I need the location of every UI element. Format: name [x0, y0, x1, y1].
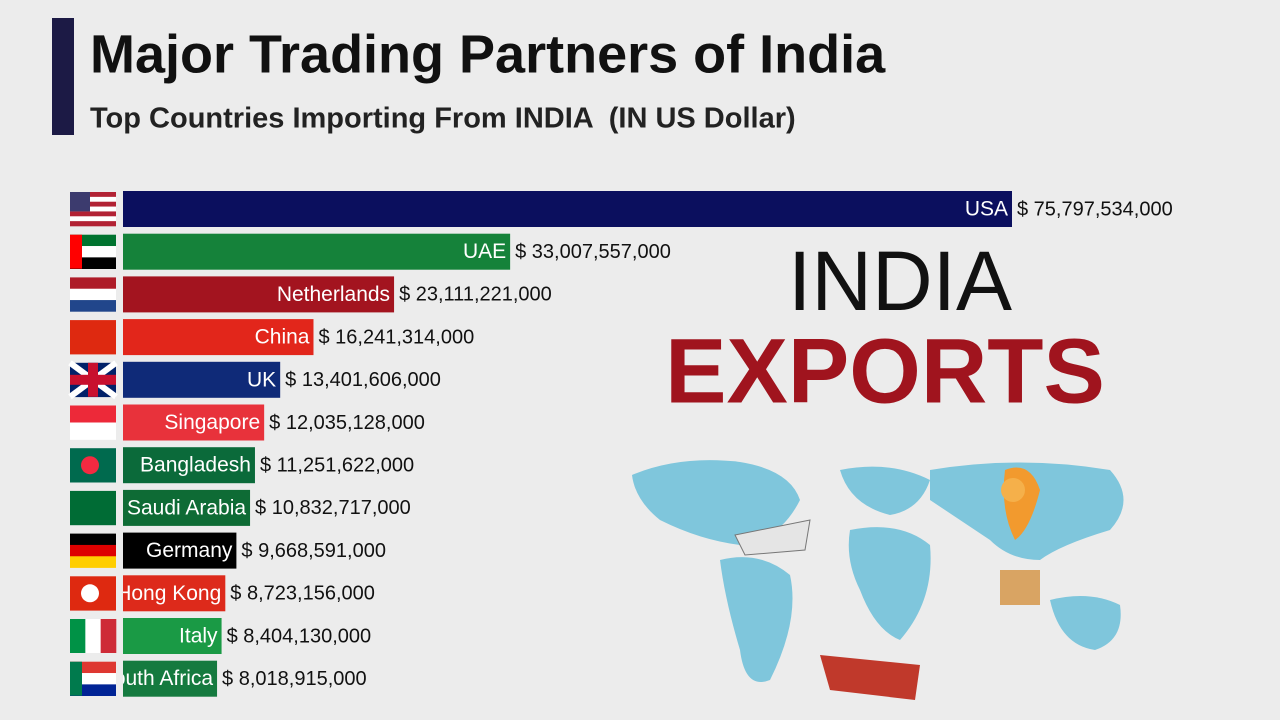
flag	[70, 320, 116, 355]
bar-label: Bangladesh	[140, 454, 251, 477]
bar-label: USA	[965, 198, 1008, 221]
flag	[70, 234, 116, 247]
bar-row: Bangladesh $ 11,251,622,000	[70, 447, 414, 484]
bar-row: Netherlands $ 23,111,221,000	[70, 276, 552, 313]
bar-row: Saudi Arabia $ 10,832,717,000	[70, 489, 411, 526]
value-label: $ 13,401,606,000	[285, 369, 441, 391]
flag	[70, 196, 116, 203]
flag	[70, 257, 116, 269]
flag	[70, 661, 116, 674]
bar-row: Italy $ 8,404,130,000	[70, 618, 371, 654]
bar	[123, 233, 511, 270]
bar-row: UK $ 13,401,606,000	[68, 360, 441, 400]
value-label: $ 23,111,221,000	[399, 284, 552, 306]
value-label: $ 8,018,915,000	[222, 668, 367, 690]
bar-row: USA $ 75,797,534,000	[70, 191, 1173, 227]
bar-row: South Africa $ 8,018,915,000	[70, 660, 367, 697]
flag	[100, 619, 117, 653]
value-label: $ 33,007,557,000	[515, 241, 671, 263]
value-label: $ 12,035,128,000	[269, 412, 425, 434]
bar	[123, 361, 281, 398]
flag	[70, 300, 116, 312]
bar-label: South Africa	[100, 667, 214, 690]
flag	[70, 405, 116, 423]
flag	[70, 556, 116, 568]
chart-title: Major Trading Partners of India	[90, 24, 886, 84]
world-map	[632, 460, 1124, 700]
bar-label: Hong Kong	[116, 582, 221, 605]
flag	[70, 374, 116, 385]
flag	[70, 533, 116, 546]
bar-row: China $ 16,241,314,000	[70, 319, 474, 356]
flag	[70, 211, 116, 217]
annotation: EXPORTS	[665, 320, 1105, 422]
bar-label: Germany	[146, 539, 233, 562]
flag	[70, 288, 116, 301]
value-label: $ 8,404,130,000	[227, 625, 372, 647]
flag	[70, 684, 116, 696]
flag	[70, 216, 116, 222]
flag	[70, 246, 116, 258]
flag	[85, 619, 101, 653]
title-accent	[52, 18, 74, 135]
bar-row: Germany $ 9,668,591,000	[70, 532, 386, 569]
flag	[70, 234, 82, 269]
bar	[123, 575, 226, 612]
annotation: INDIA	[788, 234, 1012, 328]
bar-label: Italy	[179, 625, 218, 648]
chart-subtitle: Top Countries Importing From INDIA (IN U…	[90, 103, 796, 135]
value-label: $ 16,241,314,000	[318, 326, 474, 348]
flag	[70, 192, 116, 198]
bar-label: China	[255, 326, 310, 349]
bar-row: Singapore $ 12,035,128,000	[70, 404, 425, 441]
flag	[70, 490, 116, 526]
bar-label: Saudi Arabia	[127, 496, 246, 519]
flag	[70, 544, 116, 557]
bar	[123, 618, 222, 654]
value-label: $ 9,668,591,000	[241, 540, 386, 562]
bar	[123, 319, 314, 356]
bar	[123, 191, 1012, 227]
bar	[123, 447, 255, 484]
flag	[70, 192, 90, 212]
flag	[70, 277, 116, 290]
value-label: $ 75,797,534,000	[1017, 198, 1173, 220]
flag	[70, 422, 116, 440]
bar	[123, 532, 237, 569]
value-label: $ 8,723,156,000	[230, 583, 375, 605]
flag	[70, 673, 116, 685]
flag	[70, 661, 82, 696]
flag	[70, 201, 116, 207]
bar-row: Hong Kong $ 8,723,156,000	[70, 575, 375, 612]
bar	[123, 489, 251, 526]
bar	[123, 276, 395, 313]
bar	[123, 660, 218, 697]
bar-label: UK	[247, 368, 276, 391]
value-label: $ 11,251,622,000	[260, 454, 414, 476]
flag	[70, 206, 116, 212]
bar-label: Singapore	[164, 411, 260, 434]
flag	[81, 456, 99, 475]
value-label: $ 10,832,717,000	[255, 497, 411, 519]
bar-label: UAE	[463, 240, 506, 263]
flag	[81, 584, 99, 603]
bar-row: UAE $ 33,007,557,000	[70, 233, 671, 270]
bar	[123, 404, 265, 441]
flag	[70, 619, 86, 653]
bar-label: Netherlands	[277, 283, 390, 306]
flag	[70, 221, 116, 227]
